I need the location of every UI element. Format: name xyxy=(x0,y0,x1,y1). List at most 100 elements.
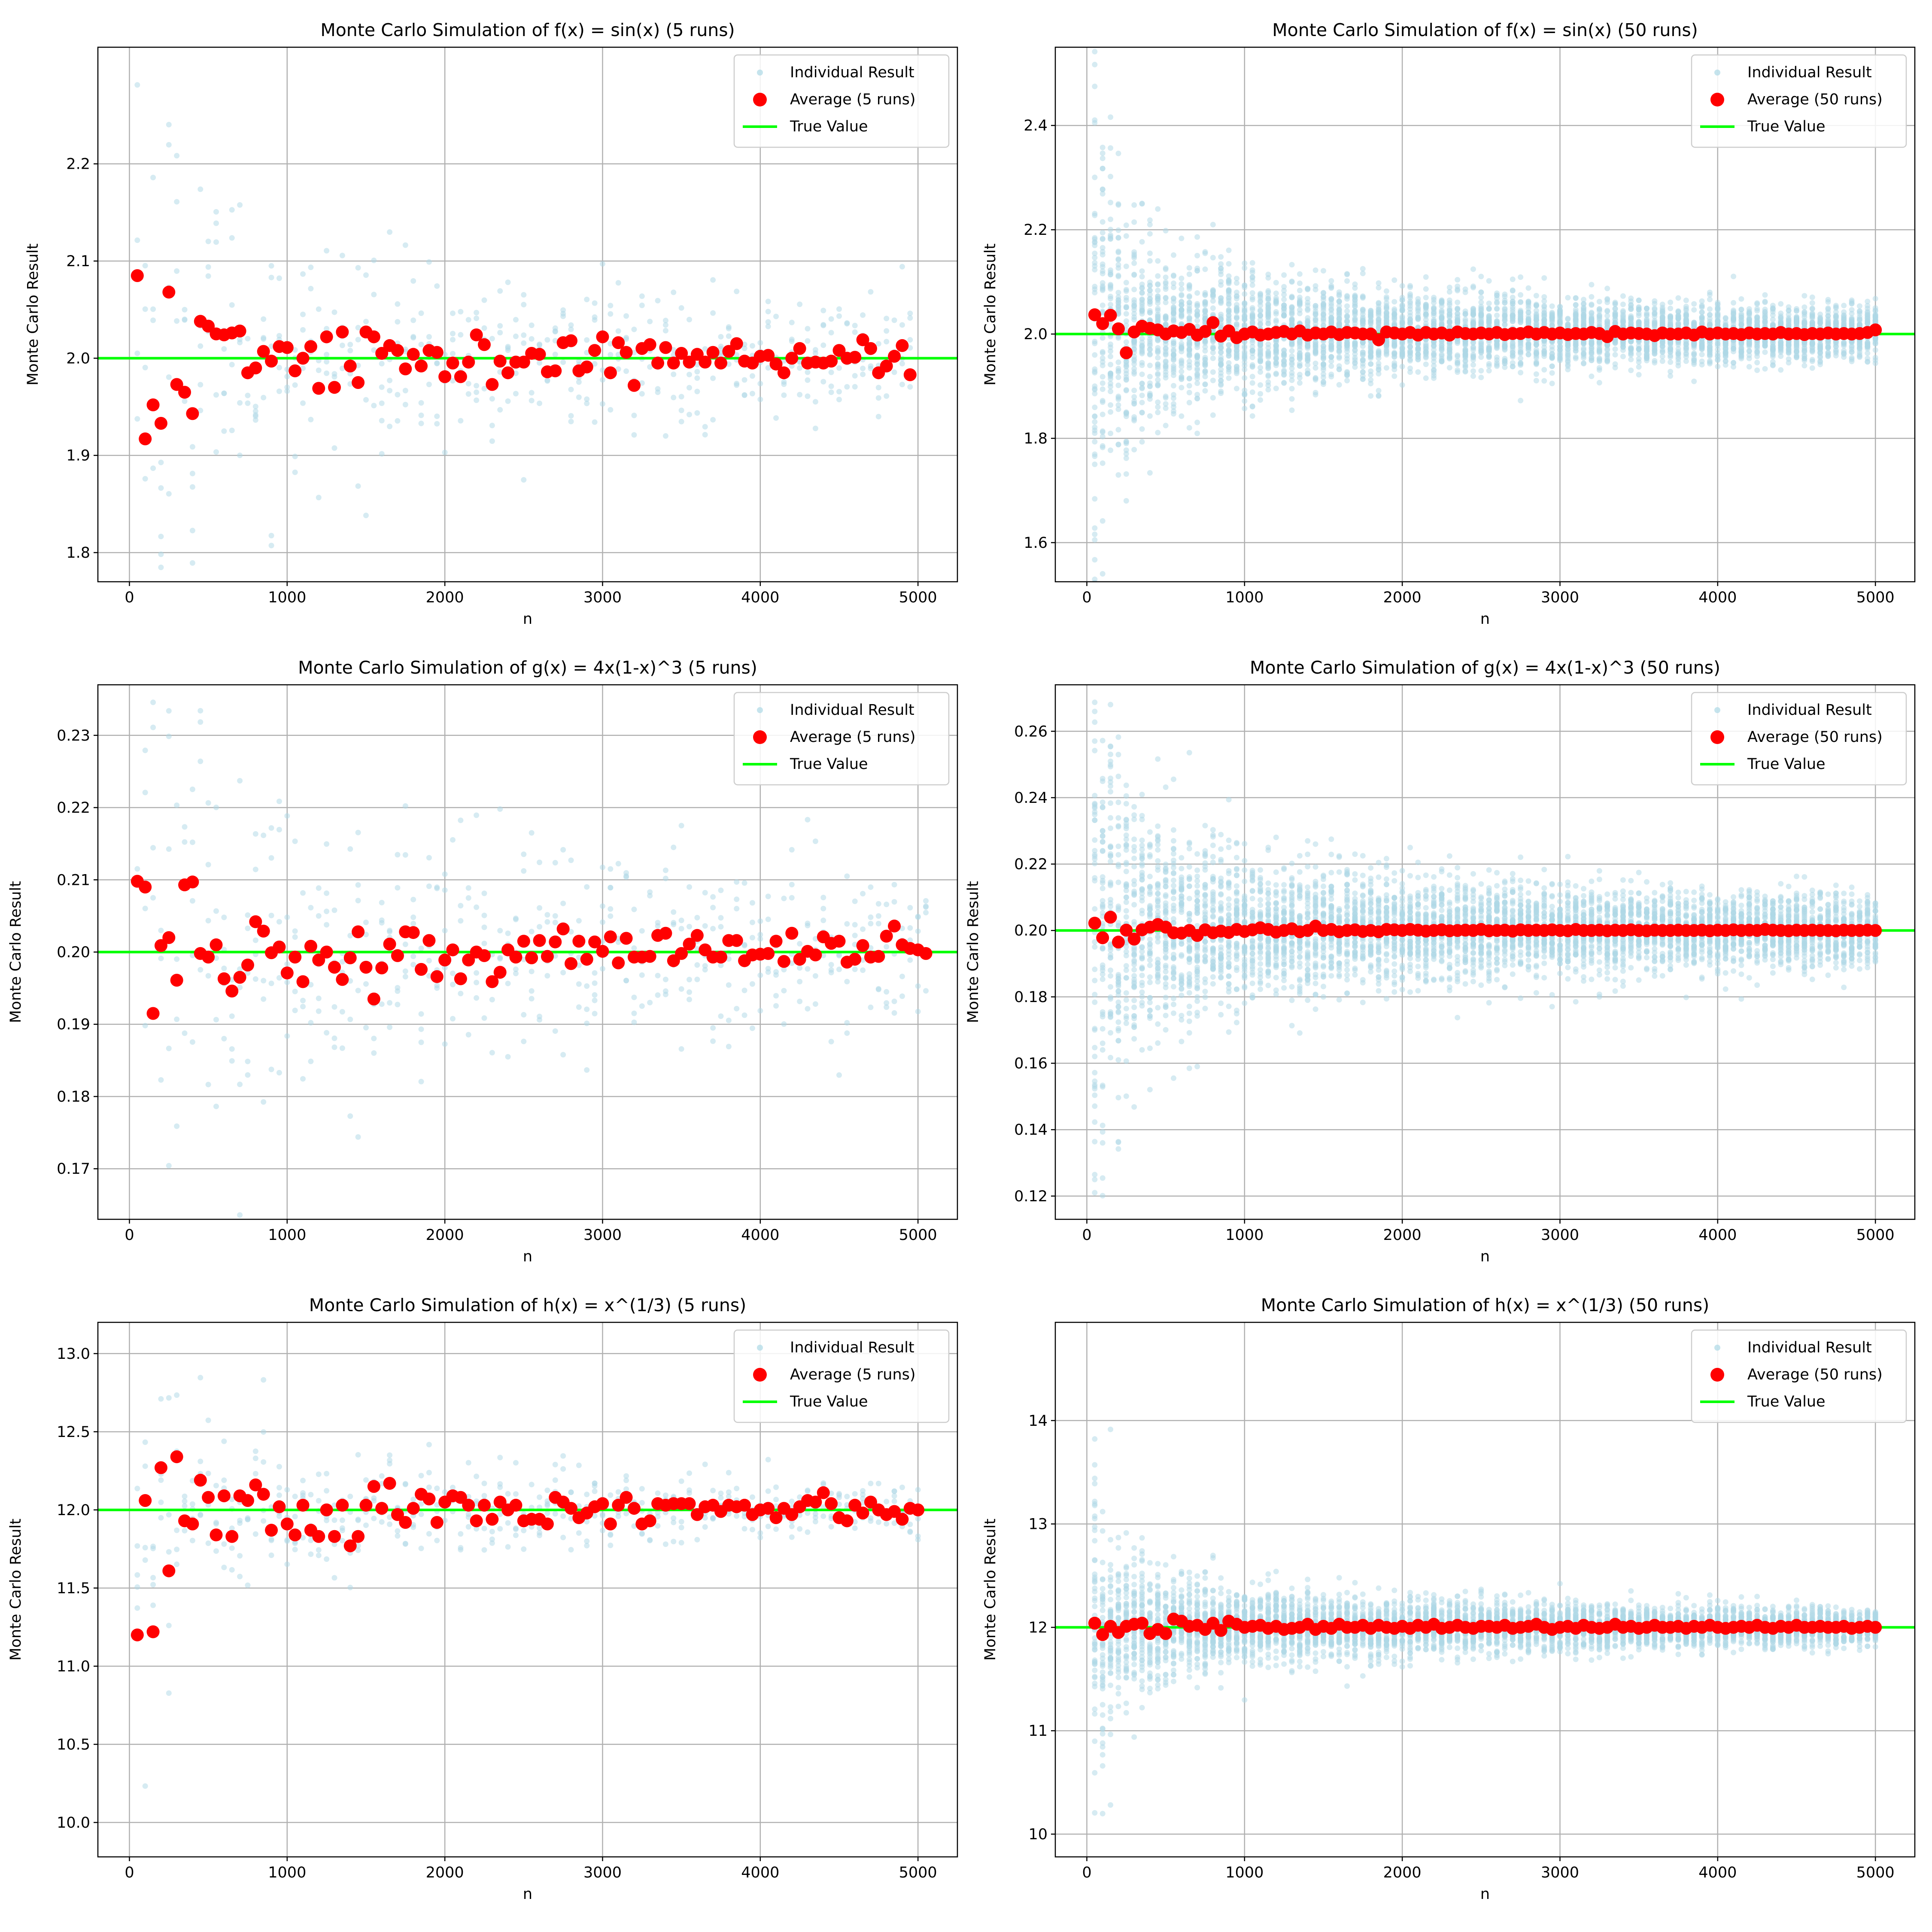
individual-point xyxy=(1462,310,1468,316)
individual-point xyxy=(229,361,235,368)
individual-point xyxy=(662,322,668,328)
individual-point xyxy=(1328,358,1334,364)
individual-point xyxy=(1147,351,1153,357)
individual-point xyxy=(450,331,456,337)
individual-point xyxy=(1249,413,1255,419)
individual-point xyxy=(1328,283,1334,289)
individual-point xyxy=(1186,271,1192,277)
individual-point xyxy=(1123,222,1129,228)
individual-point xyxy=(1131,394,1137,400)
average-point xyxy=(257,345,270,358)
individual-point xyxy=(1155,349,1161,355)
individual-point xyxy=(1186,347,1192,353)
individual-point xyxy=(1194,313,1200,319)
individual-point xyxy=(1446,312,1452,318)
individual-point xyxy=(1423,304,1429,310)
individual-point xyxy=(671,371,677,377)
individual-point xyxy=(1218,357,1224,363)
average-point xyxy=(722,345,735,358)
individual-point xyxy=(1439,353,1445,359)
individual-point xyxy=(1423,295,1429,301)
individual-point xyxy=(1344,378,1350,384)
individual-point xyxy=(1336,313,1342,319)
individual-point xyxy=(1100,460,1106,466)
individual-point xyxy=(1376,280,1382,286)
individual-point xyxy=(1738,320,1744,326)
individual-point xyxy=(1242,316,1248,322)
individual-point xyxy=(1186,286,1192,292)
average-point xyxy=(588,344,601,357)
individual-point xyxy=(1376,320,1382,326)
individual-point xyxy=(1218,341,1224,347)
individual-point xyxy=(1415,351,1421,357)
individual-point xyxy=(1352,316,1358,322)
individual-point xyxy=(1731,307,1737,313)
individual-point xyxy=(1179,321,1185,327)
individual-point xyxy=(1171,317,1177,323)
legend-label-average: Average (5 runs) xyxy=(790,91,916,108)
individual-point xyxy=(671,395,677,401)
individual-point xyxy=(1470,357,1476,363)
individual-point xyxy=(1092,255,1098,261)
individual-point xyxy=(1092,61,1098,67)
individual-point xyxy=(899,382,905,388)
individual-point xyxy=(1265,383,1271,389)
individual-point xyxy=(1502,316,1508,322)
individual-point xyxy=(1186,375,1192,381)
individual-point xyxy=(1328,278,1334,284)
individual-point xyxy=(1265,288,1271,294)
individual-point xyxy=(1186,358,1192,365)
individual-point xyxy=(891,369,897,375)
individual-point xyxy=(1470,368,1476,374)
individual-point xyxy=(1289,377,1295,383)
individual-point xyxy=(1320,268,1326,274)
individual-point xyxy=(1273,371,1279,377)
individual-point xyxy=(1179,368,1185,374)
individual-point xyxy=(1100,444,1106,450)
individual-point xyxy=(1179,286,1185,292)
individual-point xyxy=(1092,386,1098,392)
individual-point xyxy=(1273,290,1279,296)
individual-point xyxy=(884,393,890,399)
individual-point xyxy=(631,432,637,438)
individual-point xyxy=(1179,385,1185,391)
individual-point xyxy=(513,370,519,376)
individual-point xyxy=(860,371,866,377)
individual-point xyxy=(852,373,858,379)
individual-point xyxy=(781,358,787,364)
individual-point xyxy=(1115,302,1121,308)
individual-point xyxy=(1502,358,1508,364)
individual-point xyxy=(1455,277,1461,283)
individual-point xyxy=(544,377,550,383)
individual-point xyxy=(599,261,605,267)
individual-point xyxy=(1147,250,1153,256)
individual-point xyxy=(1431,343,1437,349)
individual-point xyxy=(1557,349,1563,355)
individual-point xyxy=(687,385,693,391)
individual-point xyxy=(1762,366,1768,372)
individual-point xyxy=(442,352,448,358)
individual-point xyxy=(1202,381,1208,387)
individual-point xyxy=(1242,398,1248,404)
individual-point xyxy=(734,382,740,388)
individual-point xyxy=(1738,313,1744,319)
individual-point xyxy=(1510,307,1516,313)
individual-point xyxy=(1399,302,1405,308)
individual-point xyxy=(1604,351,1610,357)
individual-point xyxy=(1155,430,1161,436)
individual-point xyxy=(1762,307,1768,313)
individual-point xyxy=(592,361,598,367)
individual-point xyxy=(355,483,361,489)
average-point xyxy=(312,382,325,395)
individual-point xyxy=(213,449,219,455)
individual-point xyxy=(1328,339,1334,345)
individual-point xyxy=(1281,380,1287,386)
individual-point xyxy=(608,352,614,358)
individual-point xyxy=(907,345,913,351)
individual-point xyxy=(1163,265,1169,271)
individual-point xyxy=(1226,342,1232,348)
individual-point xyxy=(1171,347,1177,353)
individual-point xyxy=(1163,375,1169,381)
individual-point xyxy=(1210,412,1216,418)
individual-point xyxy=(268,543,274,549)
